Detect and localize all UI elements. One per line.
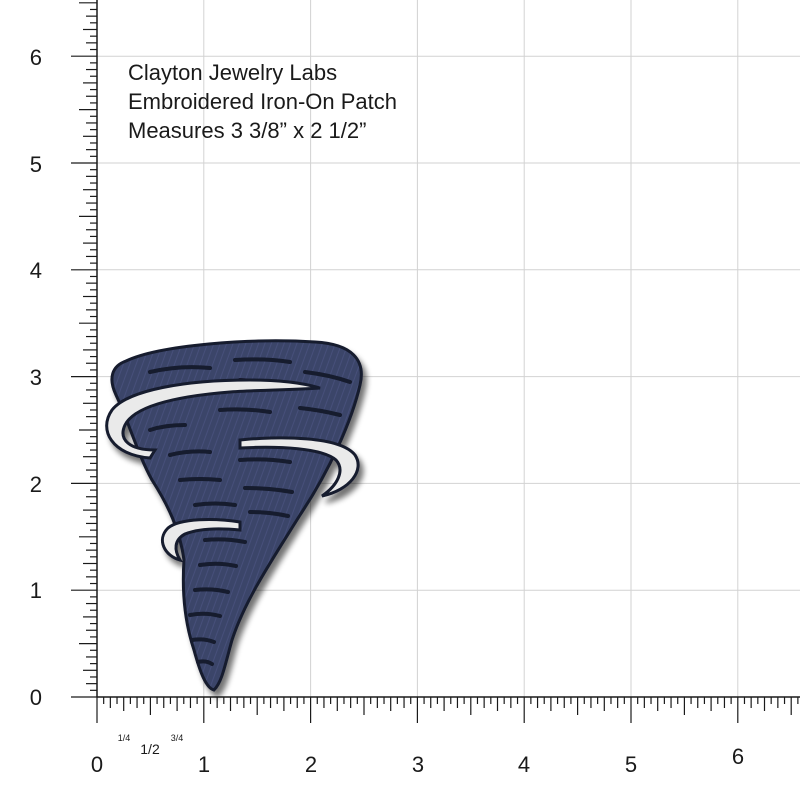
- product-caption: Clayton Jewelry Labs Embroidered Iron-On…: [128, 58, 397, 145]
- horizontal-label-3: 3: [412, 752, 424, 777]
- swirl-band-upper: [105, 378, 321, 460]
- fraction-label-quarter: 1/4: [118, 733, 131, 743]
- horizontal-label-1: 1: [198, 752, 210, 777]
- tornado-body: [110, 339, 363, 692]
- horizontal-ruler-labels: 0 1 2 3 4 5 6: [91, 744, 744, 777]
- swirl-band-lower: [161, 518, 242, 563]
- vertical-label-4: 4: [30, 258, 42, 283]
- vertical-label-3: 3: [30, 365, 42, 390]
- vertical-label-0: 0: [30, 685, 42, 710]
- swirl-band-middle: [238, 436, 360, 498]
- vertical-label-2: 2: [30, 472, 42, 497]
- vertical-ruler-ticks: [71, 2, 97, 698]
- horizontal-ruler-ticks: [96, 697, 799, 723]
- horizontal-label-5: 5: [625, 752, 637, 777]
- horizontal-label-2: 2: [305, 752, 317, 777]
- fraction-label-three-quarter: 3/4: [171, 733, 184, 743]
- measurement-text: Measures 3 3/8” x 2 1/2”: [128, 118, 367, 143]
- vertical-ruler: 0 1 2 3 4 5 6: [30, 0, 98, 710]
- horizontal-ruler: 0 1 2 3 4 5 6 1/4 1/2 3/4: [91, 696, 800, 777]
- fraction-labels: 1/4 1/2 3/4: [118, 733, 184, 757]
- vertical-ruler-labels: 0 1 2 3 4 5 6: [30, 45, 42, 710]
- horizontal-label-4: 4: [518, 752, 530, 777]
- vertical-label-1: 1: [30, 578, 42, 603]
- brand-name: Clayton Jewelry Labs: [128, 60, 338, 85]
- tornado-patch-icon: [105, 339, 363, 692]
- fraction-label-half: 1/2: [140, 741, 160, 757]
- product-name: Embroidered Iron-On Patch: [128, 89, 398, 114]
- vertical-label-5: 5: [30, 152, 42, 177]
- vertical-label-6: 6: [30, 45, 42, 70]
- horizontal-label-0: 0: [91, 752, 103, 777]
- horizontal-label-6: 6: [732, 744, 744, 769]
